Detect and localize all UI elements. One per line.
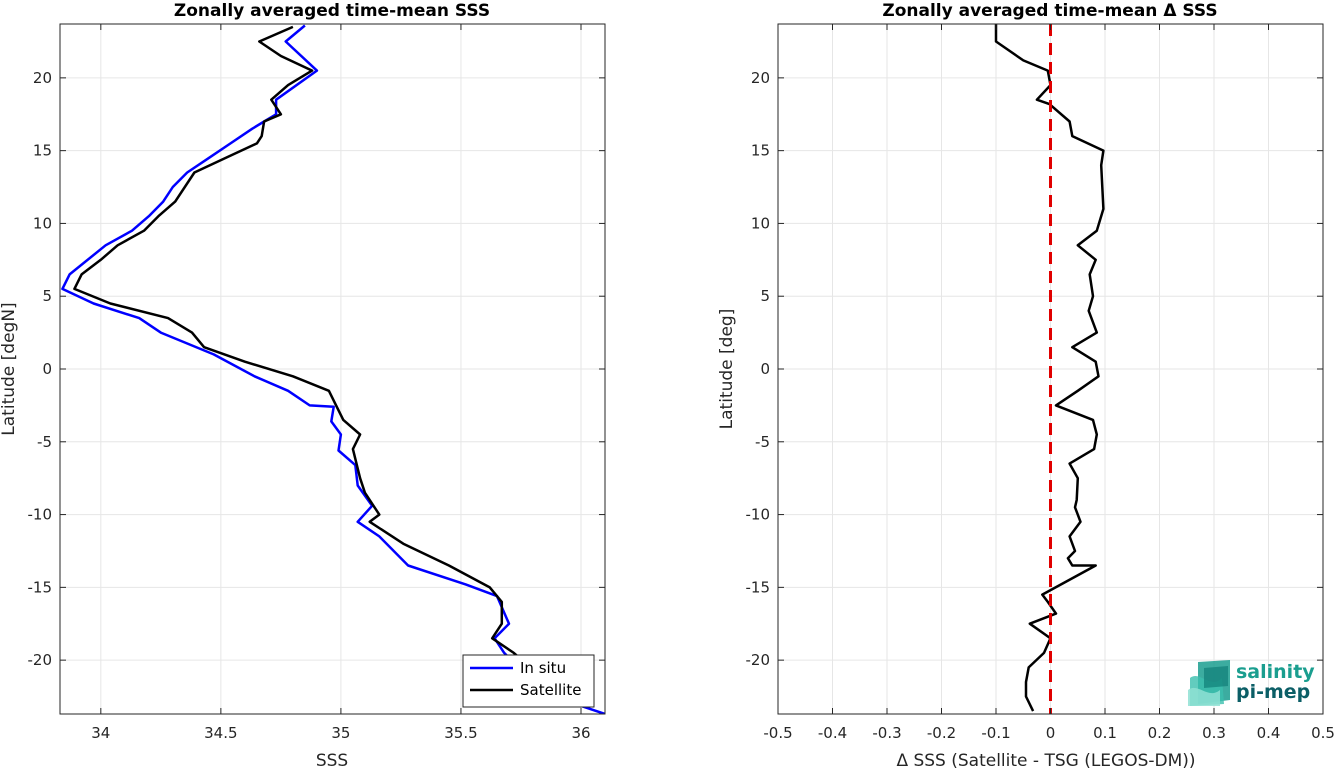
left-series-group [61,24,605,714]
left-y-tick-label: -5 [37,433,52,451]
salinity-pi-mep-logo: salinity pi-mep [1188,660,1315,706]
right-x-tick-label: -0.4 [818,724,847,742]
logo-text-pi-mep: pi-mep [1236,681,1310,703]
legend-label-in-situ: In situ [520,659,566,677]
right-chart-panel: -0.5 -0.4 -0.3 -0.2 -0.1 0 0.1 0.2 0.3 0.4 0.5 20 15… [717,1,1335,769]
right-x-tick-label: 0.3 [1202,724,1226,742]
left-y-axis-label: Latitude [degN] [0,302,19,435]
right-x-tick-label: 0 [1046,724,1056,742]
right-y-tick-label: 0 [760,360,770,378]
right-y-axis-label: Latitude [deg] [717,309,737,430]
right-y-tick-label: -20 [746,651,771,669]
right-x-tick-label: -0.5 [763,724,792,742]
left-chart-title: Zonally averaged time-mean SSS [174,1,490,21]
right-x-tick-label: -0.1 [981,724,1010,742]
left-y-tick-label: -10 [28,506,53,524]
left-x-axis-label: SSS [316,751,348,769]
left-y-tick-label: 10 [33,214,52,232]
right-x-tick-label: 0.1 [1093,724,1117,742]
left-x-tick-label: 35.5 [444,724,477,742]
right-series-group [994,24,1105,714]
left-series-line-satellite [73,25,582,708]
right-y-tick-label: -5 [755,433,770,451]
legend: In situ Satellite [462,654,595,708]
left-x-tick-label: 34 [91,724,110,742]
left-y-tick-label: -20 [28,651,53,669]
right-y-tick-label: 10 [751,214,770,232]
right-y-tick-label: 15 [751,142,770,160]
right-x-tick-label: -0.3 [872,724,901,742]
legend-box [462,654,595,708]
right-x-tick-label: 0.4 [1257,724,1281,742]
left-x-tick-label: 36 [571,724,590,742]
left-series-line-in-situ [61,24,605,714]
left-y-tick-label: 15 [33,142,52,160]
left-y-tick-label: 5 [42,287,52,305]
right-y-tick-label: -15 [746,578,771,596]
left-chart-panel: 34 34.5 35 35.5 36 20 15 10 5 0 -5 -10 -15 -20 Zonall… [0,1,606,769]
left-grid [60,24,605,714]
right-y-tick-label: 5 [760,287,770,305]
right-x-tick-label: 0.5 [1311,724,1335,742]
logo-text-salinity: salinity [1236,661,1315,683]
right-y-tick-label: -10 [746,506,771,524]
left-tick-labels: 34 34.5 35 35.5 36 20 15 10 5 0 -5 -10 -15 -20 [28,24,605,742]
right-tick-labels: -0.5 -0.4 -0.3 -0.2 -0.1 0 0.1 0.2 0.3 0.4 0.5 20 15… [746,24,1335,742]
left-x-tick-label: 35 [331,724,350,742]
legend-label-satellite: Satellite [520,681,581,699]
left-y-tick-label: 20 [33,69,52,87]
right-x-axis-label: Δ SSS (Satellite - TSG (LEGOS-DM)) [896,751,1195,769]
right-x-tick-label: -0.2 [927,724,956,742]
left-y-tick-label: 0 [42,360,52,378]
right-y-tick-label: 20 [751,69,770,87]
logo-wave-icon [1188,660,1230,706]
right-chart-title: Zonally averaged time-mean Δ SSS [882,1,1217,21]
left-y-tick-label: -15 [28,578,53,596]
right-x-tick-label: 0.2 [1148,724,1172,742]
left-x-tick-label: 34.5 [204,724,237,742]
